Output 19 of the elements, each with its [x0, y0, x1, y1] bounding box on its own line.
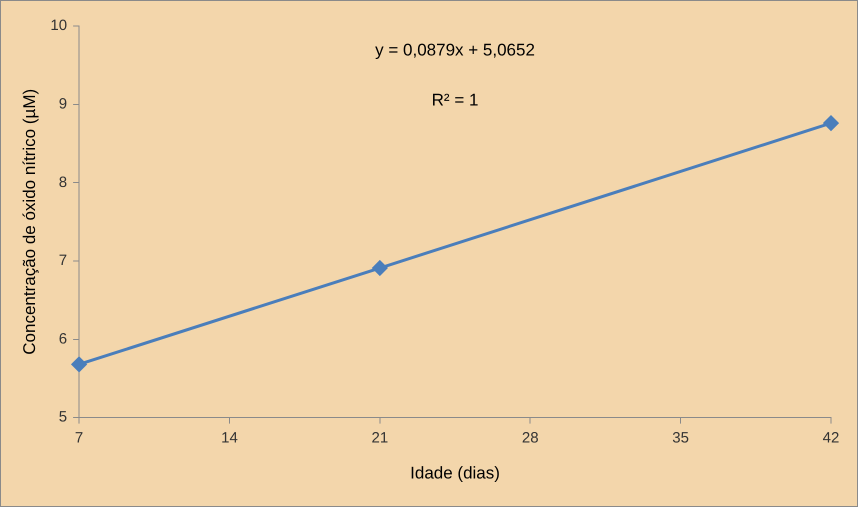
- point: [72, 356, 87, 372]
- annotation: R² = 1: [432, 90, 478, 110]
- x-tick-label: 35: [672, 430, 689, 447]
- y-axis-title: Concentração de óxido nítrico (µM): [20, 88, 39, 355]
- point: [824, 116, 838, 131]
- y-tick-label: 7: [58, 252, 68, 270]
- x-tick-label: 7: [74, 430, 84, 447]
- x-axis-title: Idade (dias): [410, 463, 500, 482]
- y-tick-label: 8: [58, 174, 68, 191]
- annotation: y = 0,0879x + 5,0652: [375, 40, 535, 60]
- y-tick-label: 6: [58, 330, 68, 348]
- x-tick-label: 14: [221, 430, 238, 447]
- point: [372, 260, 388, 276]
- x-tick-label: 28: [522, 430, 539, 447]
- y-tick-label: 5: [58, 408, 68, 426]
- y-tick-label: 9: [58, 95, 68, 112]
- x-tick-label: 42: [822, 430, 840, 447]
- y-tick-label: 10: [50, 17, 68, 34]
- x-tick-label: 21: [372, 430, 388, 447]
